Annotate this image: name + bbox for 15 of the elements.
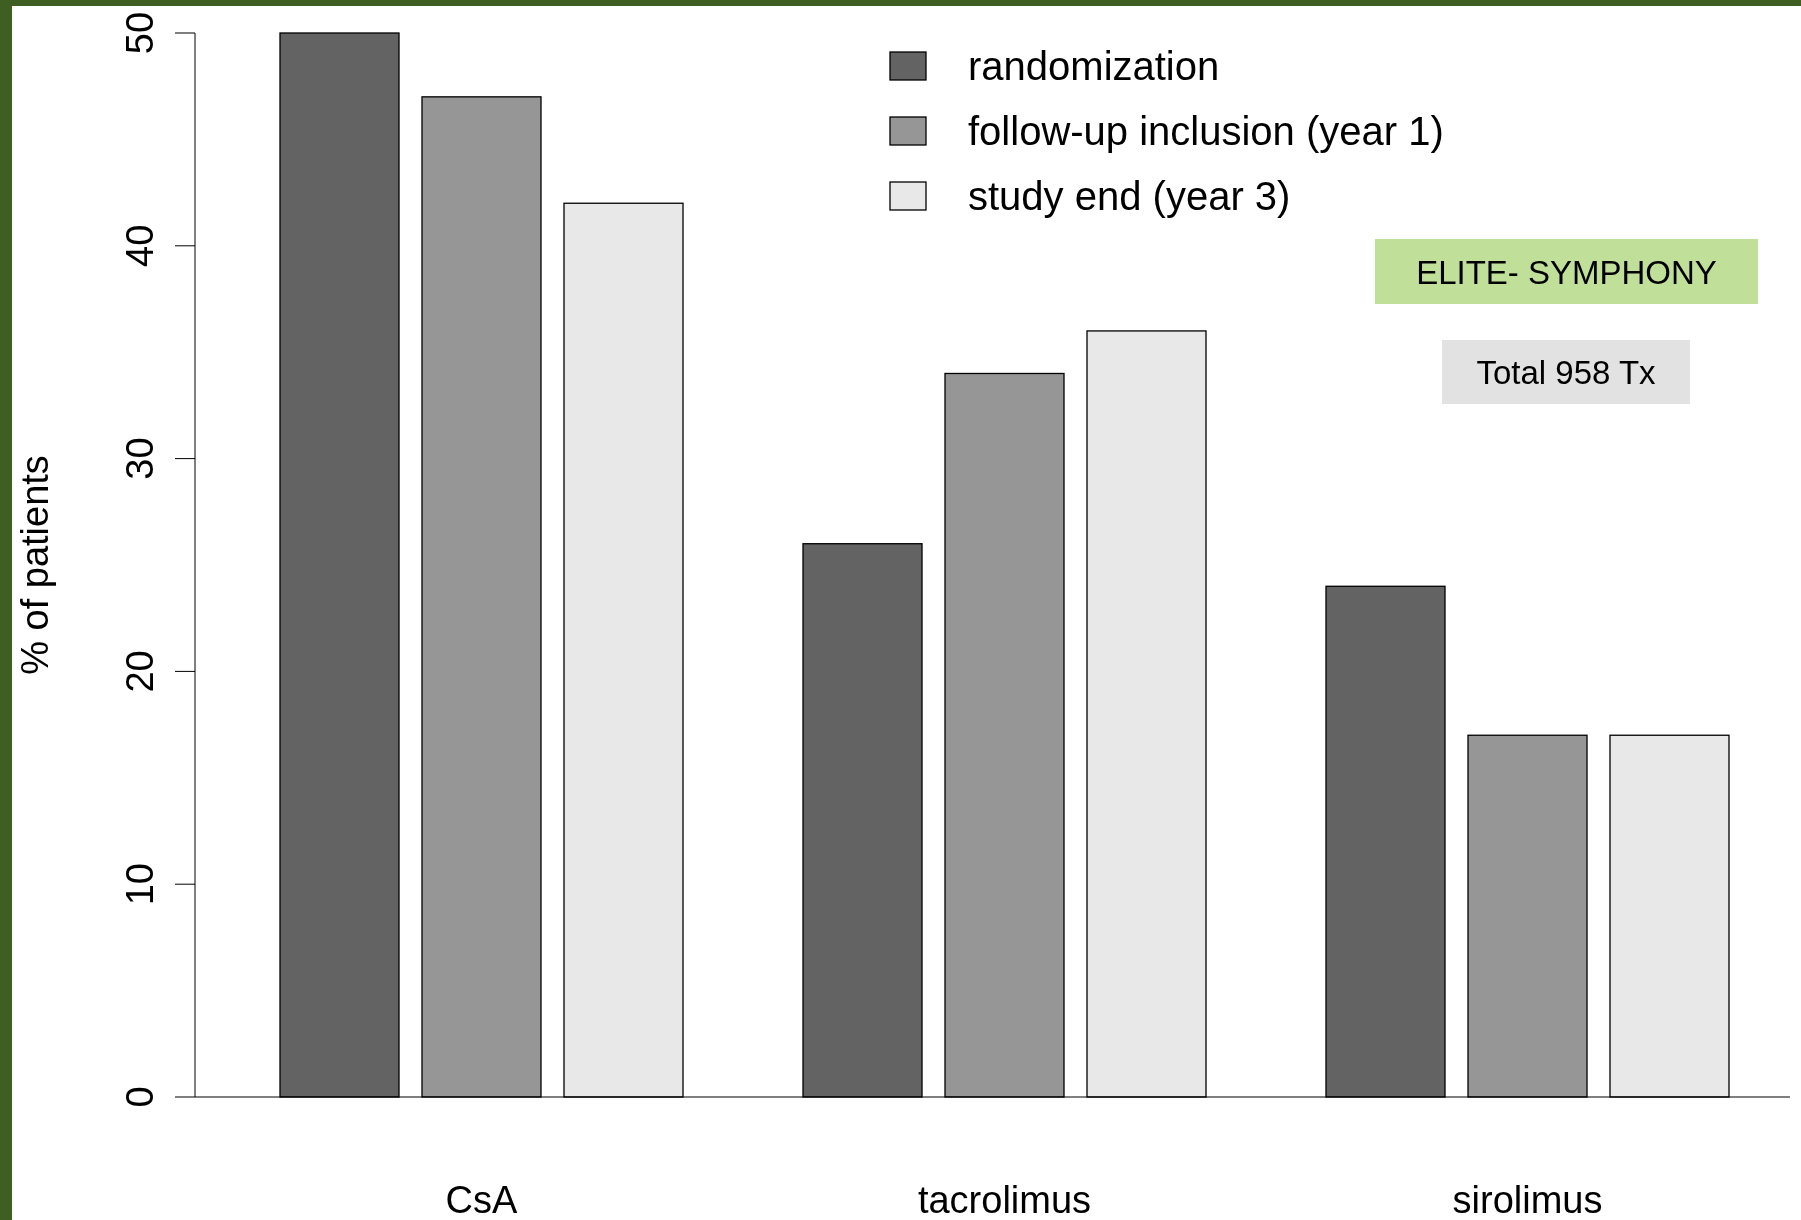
- x-tick-label: tacrolimus: [917, 1179, 1092, 1220]
- x-tick-label: sirolimus: [1452, 1179, 1603, 1220]
- y-axis-title: % of patients: [14, 455, 56, 675]
- y-tick-label: 20: [119, 650, 161, 693]
- legend-label: follow-up inclusion (year 1): [968, 109, 1444, 153]
- y-tick-label: 30: [119, 437, 161, 480]
- legend-label: study end (year 3): [968, 174, 1291, 218]
- annotation: ELITE- SYMPHONY: [1416, 253, 1717, 291]
- y-tick-label: 40: [119, 224, 161, 267]
- legend-label: randomization: [968, 44, 1220, 88]
- y-tick-label: 50: [119, 11, 161, 55]
- x-tick-label: CsA: [445, 1179, 519, 1220]
- y-tick-label: 10: [119, 863, 161, 906]
- y-tick-label: 0: [119, 1086, 161, 1108]
- annotation: Total 958 Tx: [1476, 354, 1657, 391]
